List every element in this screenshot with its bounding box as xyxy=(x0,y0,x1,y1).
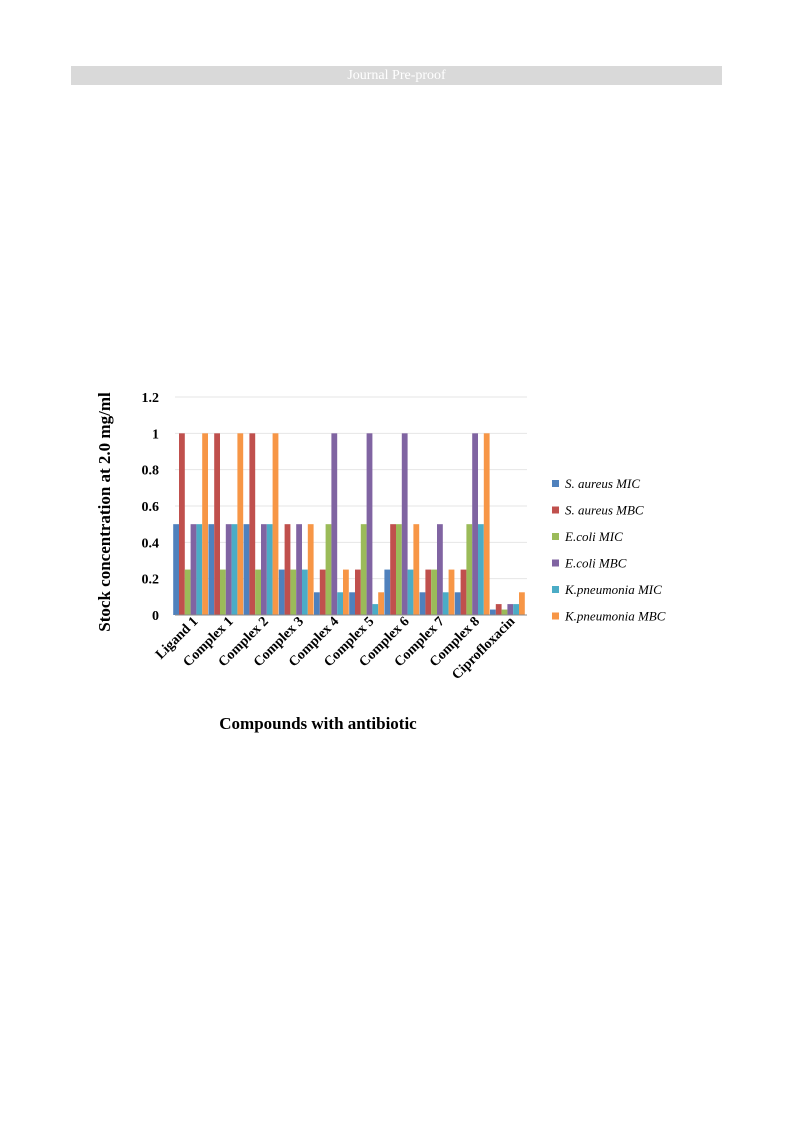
bar xyxy=(284,524,291,615)
y-ticks: 0 0.2 0.4 0.6 0.8 1 1.2 xyxy=(142,391,160,624)
bar xyxy=(378,592,384,615)
bar xyxy=(296,524,302,615)
legend-label: S. aureus MBC xyxy=(565,503,644,518)
bar xyxy=(173,524,179,615)
y-tick-label: 0.8 xyxy=(142,464,160,479)
bar xyxy=(249,433,256,615)
bar xyxy=(307,524,314,615)
bar xyxy=(396,524,402,615)
bar xyxy=(519,592,525,615)
bar xyxy=(325,524,332,615)
bar xyxy=(501,609,508,615)
bar xyxy=(360,524,367,615)
bar xyxy=(460,569,467,615)
bar xyxy=(454,592,461,615)
bar xyxy=(314,592,320,615)
bar xyxy=(220,569,226,615)
bar xyxy=(437,524,443,615)
bar xyxy=(179,433,185,615)
bar xyxy=(483,433,490,615)
legend-swatch xyxy=(552,533,559,540)
bar xyxy=(190,524,197,615)
legend-swatch xyxy=(552,559,559,567)
legend-swatch xyxy=(552,586,559,593)
legend-swatch xyxy=(552,480,559,487)
bar xyxy=(196,524,203,615)
bar xyxy=(290,569,297,615)
bar xyxy=(478,524,484,615)
bar xyxy=(442,592,449,615)
bar xyxy=(237,433,244,615)
bar xyxy=(272,433,279,615)
bar xyxy=(337,592,343,615)
legend-label: K.pneumonia MIC xyxy=(564,582,662,597)
bar xyxy=(390,524,396,615)
bar xyxy=(495,604,502,615)
bars-group xyxy=(173,433,525,615)
x-axis-title: Compounds with antibiotic xyxy=(219,714,417,733)
bar xyxy=(513,604,519,615)
bar xyxy=(184,569,191,615)
bar xyxy=(266,524,273,615)
y-axis-title: Stock concentration at 2.0 mg/ml xyxy=(95,392,114,632)
bar xyxy=(425,569,432,615)
legend-label: K.pneumonia MBC xyxy=(564,609,666,624)
bar xyxy=(343,569,349,615)
legend-swatch xyxy=(552,506,559,514)
bar xyxy=(261,524,267,615)
legend-label: S. aureus MIC xyxy=(565,476,640,491)
bar xyxy=(231,524,238,615)
journal-preproof-banner: Journal Pre-proof xyxy=(71,66,722,85)
y-tick-label: 0.4 xyxy=(142,536,160,551)
legend-label: E.coli MBC xyxy=(564,556,627,571)
y-tick-label: 0.2 xyxy=(142,573,160,588)
bar xyxy=(202,433,208,615)
bar xyxy=(208,524,215,615)
bar xyxy=(384,569,391,615)
bar xyxy=(472,433,478,615)
bar xyxy=(278,569,285,615)
bar xyxy=(407,569,414,615)
bar xyxy=(214,433,220,615)
y-tick-label: 1 xyxy=(152,427,159,442)
y-tick-label: 1.2 xyxy=(142,391,160,406)
legend-label: E.coli MIC xyxy=(564,529,623,544)
bar xyxy=(225,524,232,615)
bar xyxy=(413,524,420,615)
bar xyxy=(319,569,326,615)
bar xyxy=(419,592,426,615)
bar xyxy=(372,604,379,615)
bar xyxy=(448,569,455,615)
bar xyxy=(490,609,496,615)
bar xyxy=(466,524,473,615)
y-tick-label: 0.6 xyxy=(142,500,160,515)
legend: S. aureus MIC S. aureus MBC E.coli MIC E.co… xyxy=(552,476,666,624)
bar xyxy=(431,569,437,615)
y-tick-label: 0 xyxy=(152,609,159,624)
bar xyxy=(302,569,308,615)
bar xyxy=(331,433,338,615)
bar xyxy=(349,592,355,615)
bar xyxy=(366,433,373,615)
legend-swatch xyxy=(552,612,559,620)
bar xyxy=(507,604,514,615)
bar xyxy=(401,433,408,615)
bar xyxy=(355,569,361,615)
bar xyxy=(243,524,250,615)
x-tick-label: Ciprofloxacin xyxy=(449,614,518,683)
bar xyxy=(255,569,261,615)
